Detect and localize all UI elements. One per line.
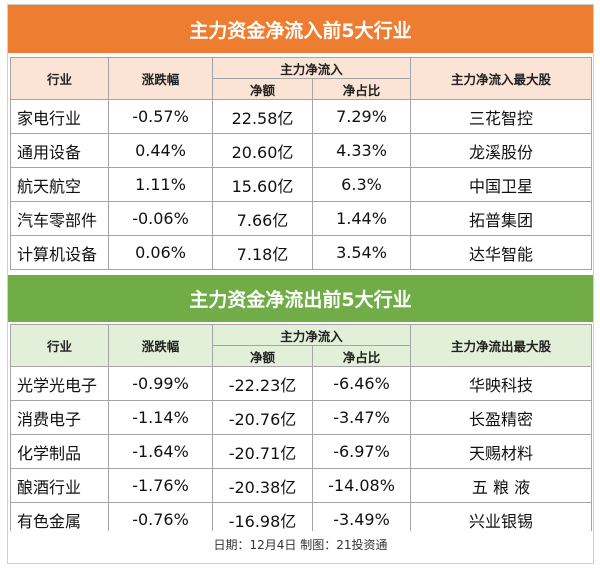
header-industry: 行业 [10, 57, 109, 100]
header-group: 主力净流入 [211, 57, 412, 79]
inflow-table: 行业 涨跌幅 主力净流入 主力净流入最大股 净额 净占比 家电行业 -0.57%… [10, 57, 593, 270]
top-stock-cell: 长盈精密 [410, 400, 593, 435]
change-cell: 0.44% [108, 133, 213, 168]
top-stock-cell: 五 粮 液 [410, 468, 593, 503]
change-cell: 1.11% [108, 167, 213, 202]
header-ratio: 净占比 [311, 78, 412, 100]
ratio-cell: 7.29% [311, 99, 412, 134]
top-stock-cell: 中国卫星 [410, 167, 593, 202]
table-row: 通用设备 0.44% 20.60亿 4.33% 龙溪股份 [10, 133, 593, 168]
header-change: 涨跌幅 [108, 324, 213, 367]
net-cell: -20.71亿 [212, 434, 313, 469]
change-cell: 0.06% [108, 235, 213, 270]
header-group: 主力净流入 [211, 324, 412, 346]
net-cell: -20.38亿 [212, 468, 313, 503]
ratio-cell: 1.44% [311, 201, 412, 236]
change-cell: -0.06% [108, 201, 213, 236]
top-stock-cell: 达华智能 [410, 235, 593, 270]
change-cell: -1.64% [108, 434, 213, 469]
net-cell: 15.60亿 [212, 167, 313, 202]
net-cell: 7.66亿 [212, 201, 313, 236]
ratio-cell: -6.97% [311, 434, 412, 469]
net-cell: 20.60亿 [212, 133, 313, 168]
net-cell: 7.18亿 [212, 235, 313, 270]
top-stock-cell: 拓普集团 [410, 201, 593, 236]
top-stock-cell: 三花智控 [410, 99, 593, 134]
table-row: 航天航空 1.11% 15.60亿 6.3% 中国卫星 [10, 167, 593, 202]
ratio-cell: 6.3% [311, 167, 412, 202]
industry-cell: 汽车零部件 [10, 201, 109, 236]
header-net: 净额 [212, 78, 313, 100]
header-net: 净额 [212, 345, 313, 367]
industry-cell: 酿酒行业 [10, 468, 109, 503]
table-row: 汽车零部件 -0.06% 7.66亿 1.44% 拓普集团 [10, 201, 593, 236]
inflow-title: 主力资金净流入前5大行业 [8, 5, 593, 53]
outflow-table: 行业 涨跌幅 主力净流入 主力净流出最大股 净额 净占比 光学光电子 -0.99… [10, 324, 593, 537]
table-row: 家电行业 -0.57% 22.58亿 7.29% 三花智控 [10, 99, 593, 134]
industry-cell: 光学光电子 [10, 366, 109, 401]
net-cell: -20.76亿 [212, 400, 313, 435]
industry-cell: 消费电子 [10, 400, 109, 435]
table-row: 酿酒行业 -1.76% -20.38亿 -14.08% 五 粮 液 [10, 468, 593, 503]
top-stock-cell: 天赐材料 [410, 434, 593, 469]
ratio-cell: 4.33% [311, 133, 412, 168]
money-flow-report: 主力资金净流入前5大行业 行业 涨跌幅 主力净流入 主力净流入最大股 净额 净占… [7, 4, 594, 564]
change-cell: -0.99% [108, 366, 213, 401]
industry-cell: 计算机设备 [10, 235, 109, 270]
change-cell: -1.14% [108, 400, 213, 435]
change-cell: -1.76% [108, 468, 213, 503]
change-cell: -0.57% [108, 99, 213, 134]
header-top-stock: 主力净流入最大股 [410, 57, 593, 100]
industry-cell: 家电行业 [10, 99, 109, 134]
outflow-title: 主力资金净流出前5大行业 [8, 275, 593, 322]
industry-cell: 航天航空 [10, 167, 109, 202]
ratio-cell: -14.08% [311, 468, 412, 503]
top-stock-cell: 华映科技 [410, 366, 593, 401]
industry-cell: 通用设备 [10, 133, 109, 168]
table-row: 光学光电子 -0.99% -22.23亿 -6.46% 华映科技 [10, 366, 593, 401]
header-ratio: 净占比 [311, 345, 412, 367]
ratio-cell: -6.46% [311, 366, 412, 401]
table-row: 化学制品 -1.64% -20.71亿 -6.97% 天赐材料 [10, 434, 593, 469]
top-stock-cell: 龙溪股份 [410, 133, 593, 168]
net-cell: 22.58亿 [212, 99, 313, 134]
net-cell: -22.23亿 [212, 366, 313, 401]
header-change: 涨跌幅 [108, 57, 213, 100]
ratio-cell: 3.54% [311, 235, 412, 270]
table-row: 计算机设备 0.06% 7.18亿 3.54% 达华智能 [10, 235, 593, 270]
header-top-stock: 主力净流出最大股 [410, 324, 593, 367]
source-footer: 日期：12月4日 制图：21投资通 [8, 531, 593, 559]
ratio-cell: -3.47% [311, 400, 412, 435]
industry-cell: 化学制品 [10, 434, 109, 469]
header-industry: 行业 [10, 324, 109, 367]
table-row: 消费电子 -1.14% -20.76亿 -3.47% 长盈精密 [10, 400, 593, 435]
